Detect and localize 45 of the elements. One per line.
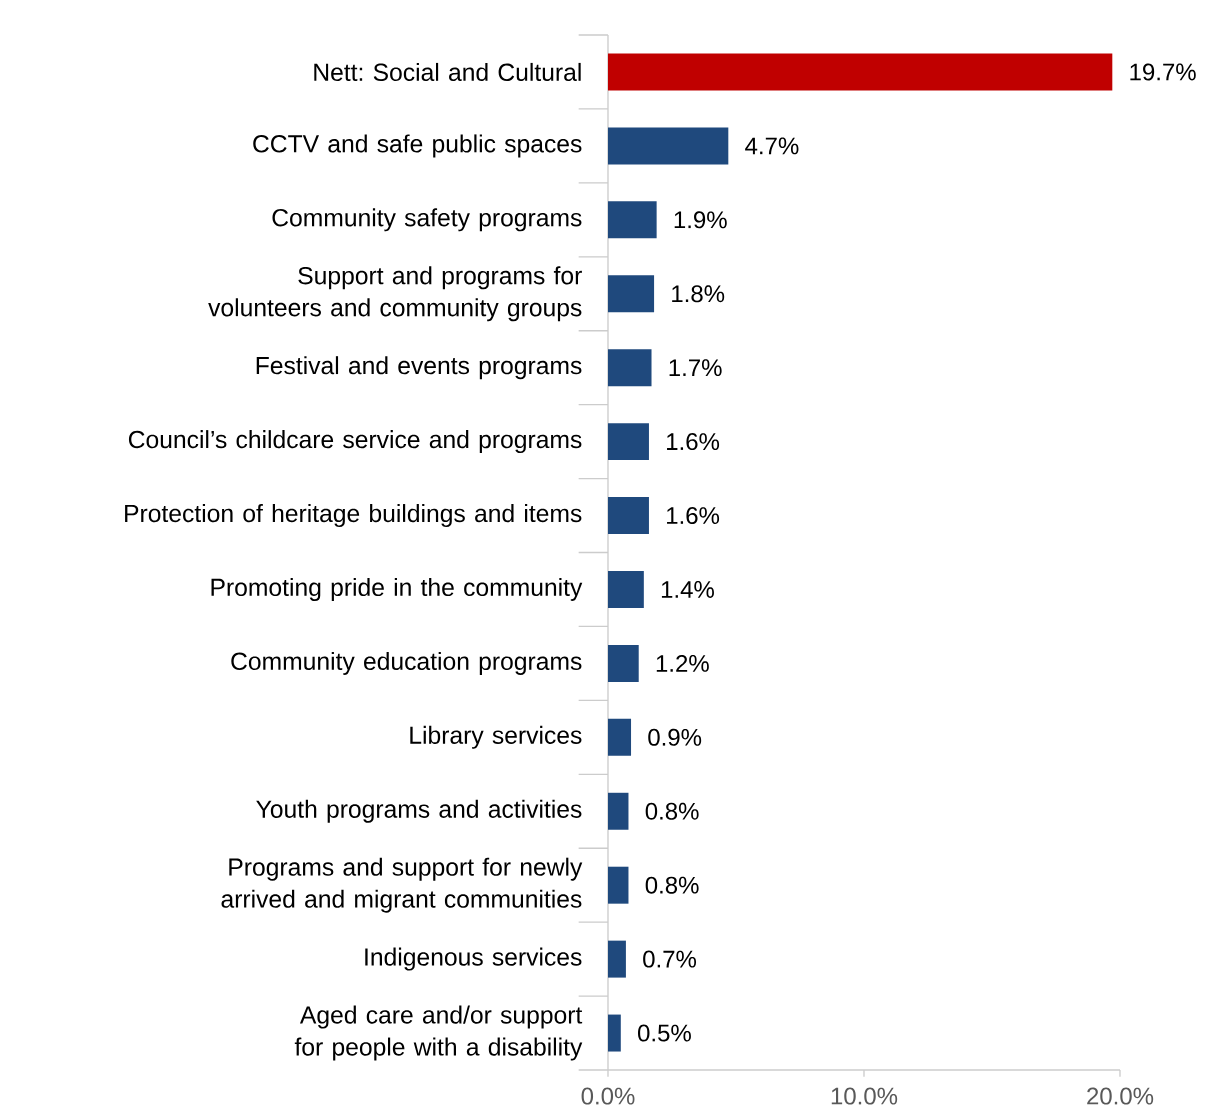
bar (607, 718, 632, 756)
y-tick-label: Festival and events programs (256, 356, 582, 380)
x-tick-label: 20.0% (1087, 1087, 1154, 1105)
x-tick-label: 10.0% (831, 1087, 898, 1105)
bar (607, 940, 626, 978)
bar (607, 866, 629, 904)
y-tick-label: Aged care and/or support for people with a disability (294, 1005, 583, 1061)
y-tick-label: Support and programs for volunteers and community groups (208, 266, 582, 322)
bar (607, 349, 652, 387)
data-label: 1.6% (667, 433, 720, 451)
bar (607, 423, 649, 461)
data-label: 1.2% (656, 654, 709, 672)
y-tick-label: Indigenous services (365, 947, 582, 971)
y-tick-label: CCTV and safe public spaces (253, 134, 582, 158)
y-tick-label: Council’s childcare service and programs (128, 430, 582, 454)
data-label: 1.7% (669, 359, 722, 377)
y-tick-label: Promoting pride in the community (211, 577, 583, 601)
data-label: 0.7% (643, 950, 697, 968)
bar (607, 570, 644, 608)
data-label: 1.6% (667, 507, 720, 525)
bar (607, 201, 657, 239)
data-label: 0.8% (645, 876, 699, 894)
data-label: 1.8% (672, 285, 725, 303)
data-label: 19.7% (1130, 63, 1196, 81)
data-label: 0.8% (645, 802, 699, 820)
y-tick-label: Protection of heritage buildings and items (125, 504, 582, 528)
data-label: 1.9% (674, 211, 727, 229)
data-label: 0.5% (638, 1024, 691, 1042)
y-tick-label: Community education programs (231, 651, 582, 675)
data-label: 4.7% (745, 137, 799, 155)
bar (607, 275, 655, 313)
bar (607, 1014, 621, 1052)
bar (607, 127, 729, 165)
y-tick-label: Youth programs and activities (256, 799, 582, 823)
bar (607, 497, 649, 535)
data-label: 1.4% (661, 581, 714, 598)
y-tick-label: Programs and support for newly arrived and migrant communities (221, 857, 583, 913)
bar (607, 644, 639, 682)
bar (607, 53, 1113, 91)
bar (607, 792, 629, 830)
y-tick-label: Nett: Social and Cultural (314, 62, 581, 82)
x-tick-label: 0.0% (581, 1087, 635, 1105)
data-label: 0.9% (648, 728, 702, 746)
y-tick-label: Library services (410, 725, 582, 749)
y-tick-label: Community safety programs (272, 208, 582, 232)
